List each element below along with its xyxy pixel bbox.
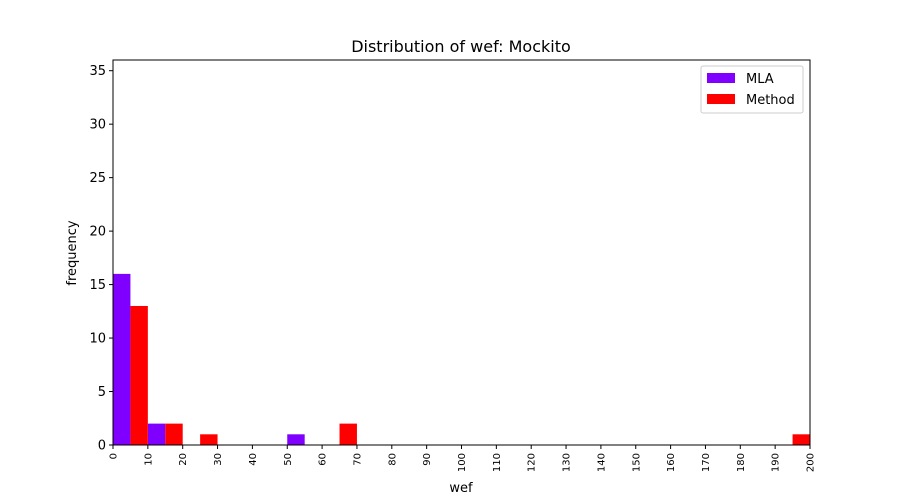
bar-method-bin-1	[165, 423, 183, 445]
x-tick-label: 200	[806, 453, 817, 472]
y-tick-label: 30	[89, 118, 106, 133]
x-tick-label: 90	[422, 453, 433, 466]
y-axis-label: frequency	[65, 220, 80, 286]
x-tick-label: 10	[143, 453, 154, 466]
y-tick-label: 15	[89, 278, 106, 293]
x-tick-label: 30	[213, 453, 224, 466]
plot-frame	[112, 59, 811, 446]
y-tick-label: 10	[89, 332, 106, 347]
x-tick-label: 160	[666, 453, 677, 472]
x-tick-label: 110	[492, 453, 503, 472]
legend: MLA Method	[700, 65, 804, 114]
y-axis: 0 5 10 15 20 25 30 35	[89, 64, 113, 454]
bar-method-bin-19	[792, 434, 810, 445]
x-tick-label: 40	[248, 453, 259, 466]
y-tick-label: 5	[98, 385, 106, 400]
bar-mla-bin-1	[147, 423, 166, 445]
bar-method-bin-0	[130, 305, 148, 445]
x-tick-label: 130	[562, 453, 573, 472]
bar-method-bin-6	[339, 423, 357, 445]
chart-title: Distribution of wef: Mockito	[351, 37, 571, 56]
bar-mla-bin-5	[287, 434, 305, 445]
x-tick-label: 170	[701, 453, 712, 472]
x-tick-label: 190	[771, 453, 782, 472]
x-tick-label: 60	[318, 453, 329, 466]
x-tick-label: 50	[283, 453, 294, 466]
legend-label-mla: MLA	[746, 72, 774, 87]
x-tick-label: 80	[387, 453, 398, 466]
x-tick-label: 120	[527, 453, 538, 472]
bar-method-bin-2	[200, 434, 218, 445]
x-tick-label: 150	[631, 453, 642, 472]
x-axis: 0 10 20 30 40 50 60 70 80 90 100 110 120 130 140 150 160…	[109, 445, 817, 472]
legend-swatch-method	[707, 94, 735, 104]
y-tick-label: 35	[89, 64, 106, 79]
y-tick-label: 25	[89, 171, 106, 186]
x-tick-label: 180	[736, 453, 747, 472]
legend-swatch-mla	[707, 73, 735, 83]
x-tick-label: 100	[457, 453, 468, 472]
x-tick-label: 20	[178, 453, 189, 466]
x-tick-label: 0	[109, 453, 120, 459]
bars-group	[113, 273, 810, 445]
x-tick-label: 70	[352, 453, 363, 466]
x-axis-label: wef	[449, 481, 473, 496]
legend-label-method: Method	[746, 93, 795, 108]
x-tick-label: 140	[596, 453, 607, 472]
y-tick-label: 0	[98, 439, 106, 454]
bar-mla-bin-0	[113, 273, 131, 445]
y-tick-label: 20	[89, 225, 106, 240]
